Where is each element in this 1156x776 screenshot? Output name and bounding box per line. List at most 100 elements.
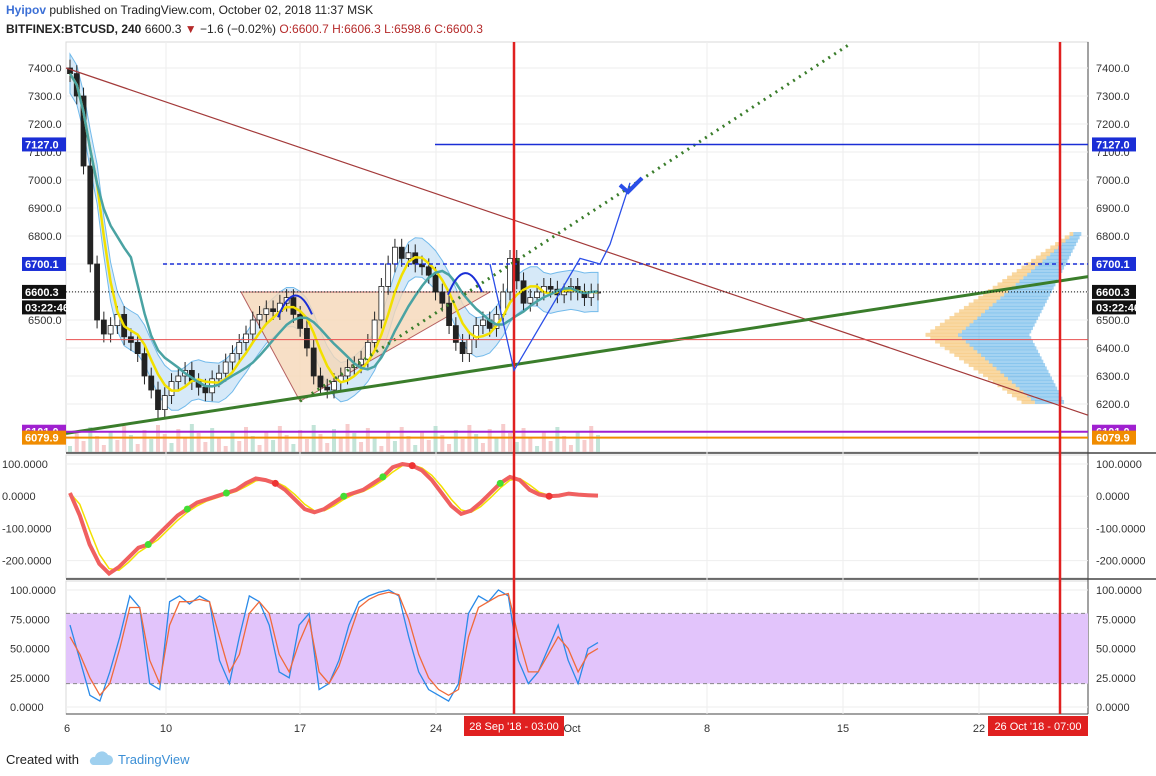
volume-profile-bar: [983, 292, 1005, 297]
candle: [236, 341, 243, 354]
volume-bar: [372, 437, 377, 452]
symbol-label[interactable]: BITFINEX:BTCUSD, 240: [6, 22, 142, 36]
candle: [249, 319, 256, 335]
volume-bar: [453, 430, 458, 452]
created-with-text: Created with: [6, 752, 79, 767]
volume-bar: [237, 441, 242, 452]
cci-cross-dot: [222, 489, 230, 497]
volume-bar: [480, 443, 485, 452]
volume-bar: [420, 431, 424, 452]
volume-bar: [183, 438, 188, 452]
volume-bar: [508, 433, 512, 452]
candle: [310, 347, 317, 377]
price-label-box: [1092, 284, 1136, 299]
candle: [243, 333, 249, 343]
volume-bar: [541, 432, 546, 452]
volume-profile-bar: [958, 332, 1030, 337]
candle: [480, 319, 486, 326]
volume-bar: [250, 436, 255, 452]
checkmark-icon: [618, 176, 644, 195]
price-label-text: 6700.1: [1096, 259, 1130, 271]
volume-bar: [74, 432, 79, 452]
ohlc-close: C:6600.3: [434, 22, 483, 36]
volume-bar: [81, 441, 86, 452]
cci-cross-dot: [271, 479, 279, 487]
cci-tick-label: -200.0000: [1096, 556, 1146, 568]
volume-bar: [392, 441, 397, 452]
cci-cross-dot: [183, 505, 191, 513]
candle: [331, 381, 337, 391]
cci-cross-dot: [545, 492, 553, 500]
volume-bar: [332, 429, 336, 452]
volume-profile-bar: [963, 305, 989, 310]
volume-bar: [304, 439, 309, 452]
volume-profile-bar: [1007, 289, 1052, 294]
left-price-tick-label: 6800.0: [28, 231, 62, 243]
candle: [148, 375, 155, 391]
volume-profile-bar: [1011, 272, 1028, 277]
volume-bar: [535, 446, 540, 452]
volume-bar: [589, 426, 594, 452]
price-tick-label: 6400.0: [1096, 343, 1130, 355]
volume-profile-bar: [1045, 248, 1054, 253]
volume-bar: [399, 427, 404, 452]
candle: [229, 353, 236, 363]
volume-profile-bar: [988, 305, 1044, 310]
time-tick-label: 6: [64, 723, 70, 735]
left-price-tick-label: 6900.0: [28, 203, 62, 215]
candle: [155, 389, 161, 411]
volume-profile-bar: [925, 332, 958, 337]
volume-bar: [338, 438, 343, 452]
left-stoch-tick-label: 75.0000: [10, 614, 50, 626]
candle: [107, 325, 114, 335]
cci-cross-dot: [379, 473, 387, 481]
candle: [364, 341, 371, 360]
volume-profile-bar: [963, 359, 989, 364]
tradingview-brand-link[interactable]: TradingView: [118, 752, 190, 767]
volume-profile-bar: [1007, 389, 1024, 394]
price-label-text: 6079.9: [1096, 433, 1130, 445]
author-link[interactable]: Hyipov: [6, 3, 47, 17]
volume-profile-bar: [992, 285, 1012, 290]
volume-bar: [264, 431, 269, 452]
volume-profile-bar: [1021, 265, 1035, 270]
time-tick-label: Oct: [563, 723, 580, 735]
volume-bar: [528, 437, 533, 452]
volume-profile-bar: [969, 342, 1035, 347]
volume-profile-bar: [1061, 242, 1077, 247]
price-label-box: [1092, 256, 1136, 271]
volume-profile-bar: [944, 319, 974, 324]
volume-bar: [244, 427, 248, 452]
candle: [446, 302, 452, 327]
volume-profile-bar: [1030, 268, 1063, 273]
volume-profile-bar: [977, 349, 1039, 354]
volume-profile-bar: [968, 302, 993, 307]
candle: [385, 263, 392, 287]
volume-bar: [352, 433, 357, 452]
left-stoch-tick-label: 0.0000: [10, 702, 44, 714]
volume-bar: [203, 442, 208, 452]
volume-profile-bar: [978, 295, 1001, 300]
volume-profile-bar: [1046, 255, 1070, 260]
volume-profile-bar: [1030, 396, 1063, 401]
volume-bar: [514, 442, 519, 452]
time-tick-label: 24: [430, 723, 442, 735]
stoch-tick-label: 100.0000: [1096, 585, 1142, 597]
volume-profile-bar: [1059, 238, 1066, 243]
projection-dotted-line: [299, 42, 851, 403]
volume-bar: [474, 434, 479, 452]
volume-bar: [447, 444, 452, 452]
volume-profile-bar: [1031, 258, 1043, 263]
projected-path: [489, 182, 631, 373]
volume-profile-bar: [1011, 285, 1054, 290]
volume-bar: [128, 435, 133, 452]
candle: [141, 353, 148, 377]
volume-profile-bar: [949, 316, 978, 320]
volume-profile-bar: [997, 282, 1016, 287]
volume-bar: [596, 435, 600, 452]
volume-profile-bar: [1016, 396, 1031, 401]
volume-profile-bar: [1019, 279, 1058, 284]
volume-profile-bar: [1073, 232, 1082, 236]
volume-profile-bar: [1054, 248, 1073, 253]
